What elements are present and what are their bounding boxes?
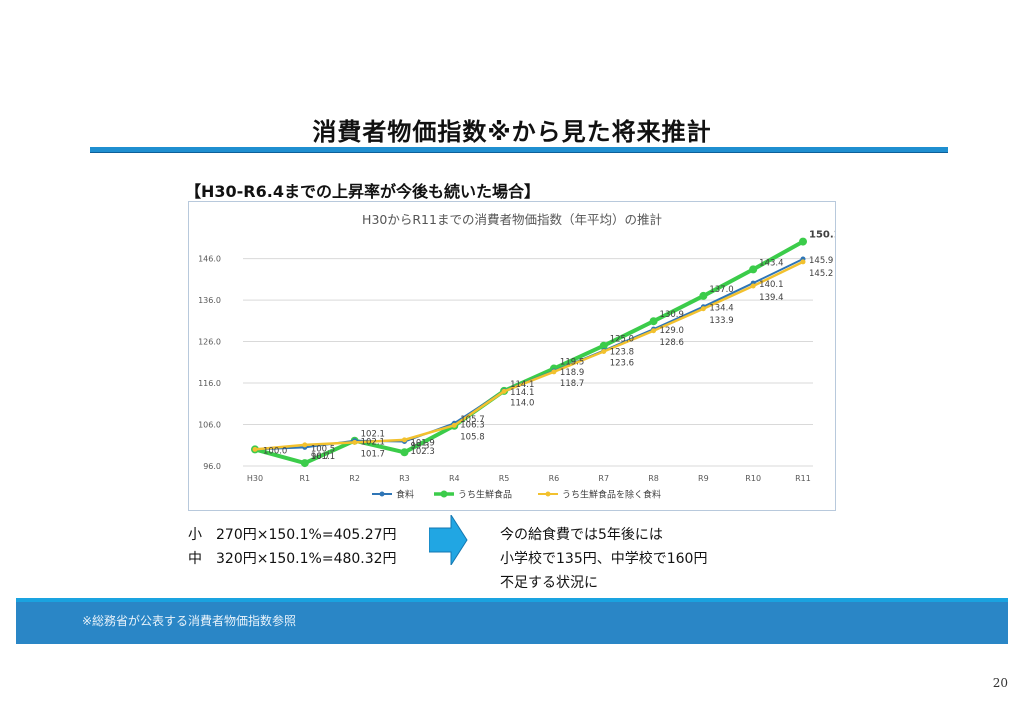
elementary-formula: 小 270円×150.1%=405.27円: [188, 527, 397, 543]
data-label: 118.9: [560, 368, 584, 378]
y-tick-label: 96.0: [203, 462, 221, 471]
x-tick-label: R2: [349, 474, 360, 483]
data-label: 119.5: [560, 358, 584, 368]
data-label: 102.1: [361, 430, 385, 440]
data-label: 134.4: [709, 304, 733, 314]
data-point: [451, 422, 457, 428]
x-tick-label: R9: [698, 474, 709, 483]
data-label: 140.1: [759, 280, 783, 290]
data-label: 145.2: [809, 269, 833, 279]
data-point: [252, 446, 258, 452]
y-tick-label: 136.0: [198, 296, 221, 305]
data-label: 101.1: [311, 452, 335, 462]
legend-label: うち生鮮食品: [458, 489, 512, 501]
data-label: 101.7: [361, 449, 385, 459]
data-label: 99.3: [410, 441, 429, 451]
outcome-line-1: 今の給食費では5年後には: [500, 527, 663, 543]
data-point: [551, 369, 557, 375]
title-underline: [90, 147, 948, 153]
data-label: 137.0: [709, 285, 733, 295]
data-point: [352, 439, 358, 445]
x-tick-label: H30: [247, 474, 263, 483]
x-tick-label: R1: [299, 474, 310, 483]
data-point: [700, 306, 706, 312]
outcome-line-3: 不足する状況に: [500, 575, 598, 591]
data-point: [400, 448, 409, 457]
outcome-line-2: 小学校で135円、中学校で160円: [500, 551, 708, 567]
x-tick-label: R6: [549, 474, 560, 483]
y-tick-label: 106.0: [198, 421, 221, 430]
data-label: 123.8: [610, 348, 634, 358]
slide-title: 消費者物価指数※から見た将来推計: [312, 118, 712, 146]
data-label: 114.1: [510, 388, 534, 398]
data-label: 145.9: [809, 256, 833, 266]
page-number: 20: [992, 676, 1008, 690]
data-label: 114.1: [510, 380, 534, 390]
data-label: 133.9: [709, 316, 733, 326]
x-tick-label: R8: [648, 474, 659, 483]
data-point: [601, 349, 607, 355]
x-tick-label: R5: [499, 474, 510, 483]
right-arrow-icon: [429, 515, 468, 565]
data-point: [599, 341, 608, 350]
data-point: [799, 237, 807, 246]
data-label: 123.6: [610, 359, 634, 369]
data-label: 143.4: [759, 258, 783, 268]
data-point: [302, 442, 308, 448]
data-label: 125.0: [610, 335, 634, 345]
data-label: 105.7: [460, 415, 484, 425]
x-tick-label: R3: [399, 474, 410, 483]
legend-marker: [379, 491, 385, 497]
data-label: 114.0: [510, 398, 534, 408]
data-label: 118.7: [560, 379, 584, 389]
x-tick-label: R10: [745, 474, 761, 483]
data-point: [750, 283, 756, 289]
data-point: [651, 328, 657, 334]
cpi-chart: H30からR11までの消費者物価指数（年平均）の推計 96.0 106.0 116.0…: [188, 201, 836, 511]
legend-label: 食料: [396, 489, 414, 501]
legend-marker: [440, 490, 448, 498]
series-line: [254, 239, 804, 466]
data-label: 106.3: [460, 420, 484, 430]
data-label: 102.3: [410, 447, 434, 457]
data-point: [501, 388, 507, 394]
data-point: [800, 259, 806, 265]
footer-bar: ※総務省が公表する消費者物価指数参照: [16, 598, 1008, 644]
x-tick-label: R4: [449, 474, 460, 483]
series-line: [254, 260, 804, 451]
data-label: 101.9: [410, 439, 434, 449]
y-tick-label: 116.0: [198, 379, 221, 388]
data-label: 130.9: [660, 310, 684, 320]
chart-title: H30からR11までの消費者物価指数（年平均）の推計: [362, 212, 662, 227]
data-label: 128.6: [660, 338, 684, 348]
data-point: [749, 265, 758, 274]
data-point: [649, 317, 658, 326]
data-label: 102.1: [361, 438, 385, 448]
data-point: [699, 291, 708, 300]
data-label: 100.5: [311, 444, 335, 454]
data-label: 100.0: [263, 446, 287, 456]
legend-marker: [545, 491, 551, 497]
data-label: 105.8: [460, 432, 484, 442]
footer-note: ※総務省が公表する消費者物価指数参照: [82, 614, 297, 628]
junior-high-formula: 中 320円×150.1%=480.32円: [188, 551, 397, 567]
y-tick-label: 146.0: [198, 255, 221, 264]
data-label: 150.1: [809, 230, 835, 241]
x-tick-label: R7: [598, 474, 609, 483]
data-point: [300, 459, 309, 468]
chart-svg: H30からR11までの消費者物価指数（年平均）の推計 96.0 106.0 116.0…: [198, 212, 835, 501]
data-label: 129.0: [660, 326, 684, 336]
data-label: 96.7: [311, 452, 330, 462]
data-point: [401, 437, 407, 443]
x-tick-label: R11: [795, 474, 811, 483]
legend-label: うち生鮮食品を除く食料: [562, 489, 661, 501]
data-label: 139.4: [759, 293, 783, 303]
scenario-subtitle: 【H30-R6.4までの上昇率が今後も続いた場合】: [185, 182, 540, 201]
y-tick-label: 126.0: [198, 338, 221, 347]
